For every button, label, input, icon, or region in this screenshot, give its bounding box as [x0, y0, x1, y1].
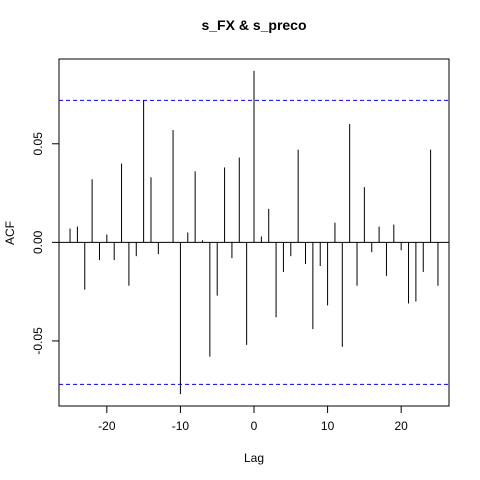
- x-tick-label: 20: [394, 419, 408, 433]
- x-axis: -20 -10 0 10 20: [98, 405, 408, 433]
- confidence-bounds: [59, 99, 449, 385]
- chart-title: s_FX & s_preco: [201, 17, 306, 33]
- x-tick-label: -10: [172, 419, 190, 433]
- y-axis: -0.05 0.00 0.05: [31, 132, 60, 355]
- y-tick-label: -0.05: [31, 327, 45, 355]
- x-tick-label: 10: [321, 419, 335, 433]
- x-tick-label: 0: [251, 419, 258, 433]
- x-axis-label: Lag: [244, 451, 264, 465]
- y-tick-label: 0.00: [31, 230, 45, 254]
- x-tick-label: -20: [98, 419, 116, 433]
- y-tick-label: 0.05: [31, 132, 45, 156]
- y-axis-label: ACF: [3, 221, 17, 245]
- acf-bars: [69, 70, 439, 395]
